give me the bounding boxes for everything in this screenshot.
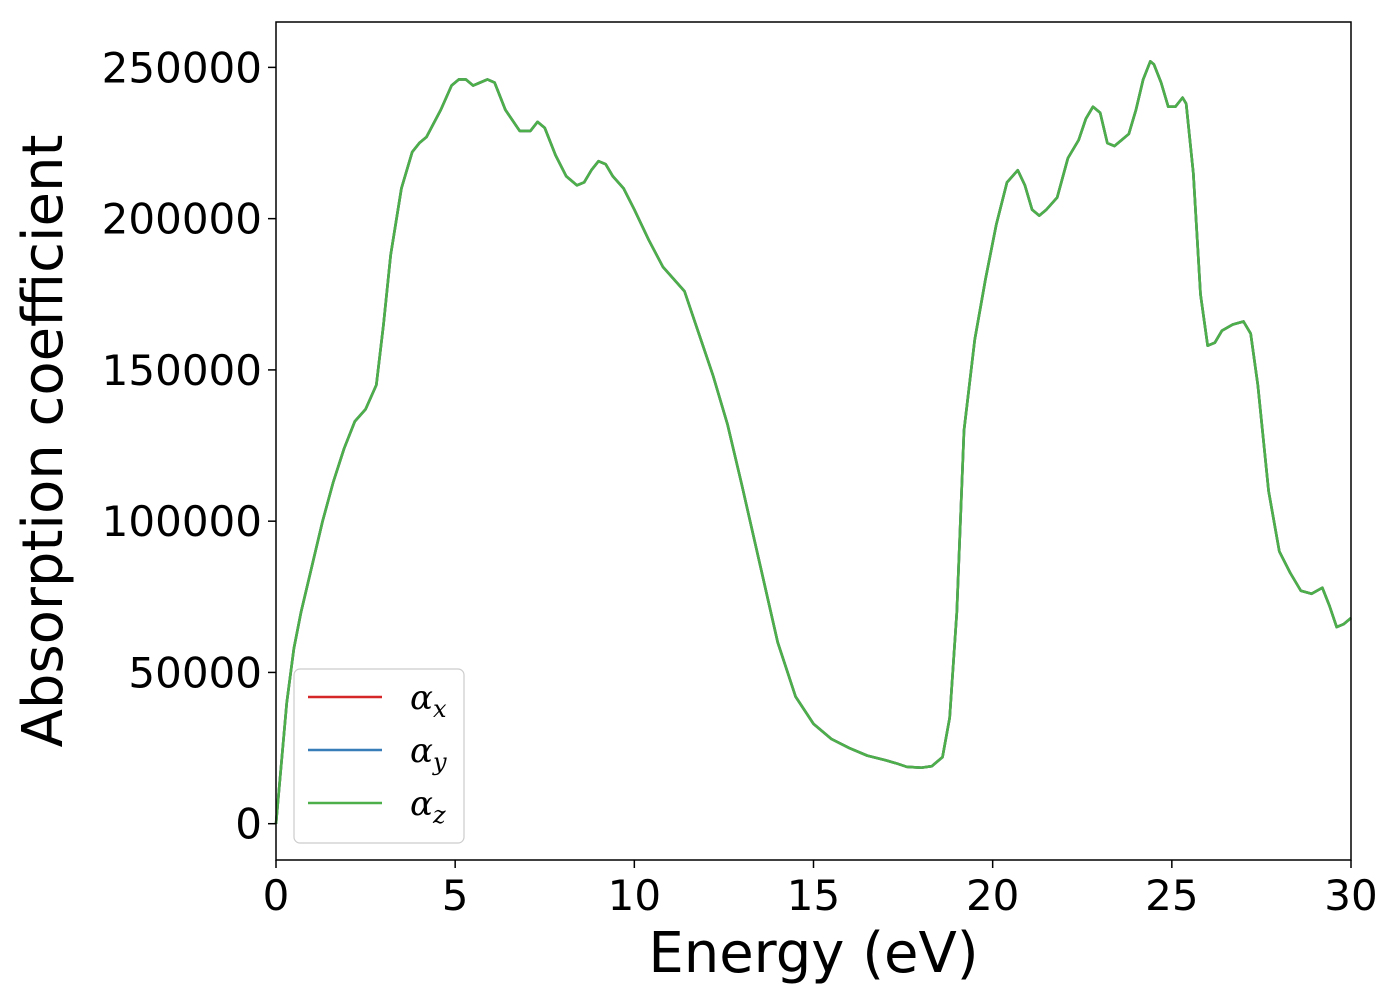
- x-axis-title: Energy (eV): [648, 921, 978, 986]
- legend-symbol: α: [410, 784, 433, 824]
- legend-symbol: α: [410, 678, 433, 718]
- legend-label-y: αy: [410, 731, 447, 776]
- x-tick-label: 30: [1324, 871, 1377, 920]
- legend-label-x: αx: [410, 678, 447, 723]
- y-tick-label: 150000: [102, 346, 262, 395]
- y-tick-label: 250000: [102, 43, 262, 92]
- legend-subscript: x: [433, 695, 447, 723]
- legend-label-z: αz: [410, 784, 446, 829]
- x-tick-label: 20: [966, 871, 1019, 920]
- y-axis-title: Absorption coefficient: [11, 135, 76, 748]
- y-tick-label: 200000: [102, 195, 262, 244]
- legend-symbol: α: [410, 731, 433, 771]
- x-axis-ticks: 0 5 10 15 20 25 30: [263, 860, 1378, 920]
- legend-box: [293, 668, 465, 844]
- x-tick-label: 25: [1145, 871, 1198, 920]
- series-line-z: [274, 60, 1352, 824]
- x-tick-label: 0: [263, 871, 290, 920]
- y-tick-label: 100000: [102, 497, 262, 546]
- legend-subscript: z: [432, 801, 446, 829]
- x-tick-label: 5: [442, 871, 469, 920]
- legend-subscript: y: [432, 748, 447, 776]
- x-tick-label: 10: [608, 871, 661, 920]
- series-layer: [274, 60, 1352, 824]
- y-tick-label: 0: [235, 800, 262, 849]
- x-tick-label: 15: [787, 871, 840, 920]
- y-axis-ticks: 0 50000 100000 150000 200000 250000: [102, 43, 276, 849]
- y-tick-label: 50000: [128, 648, 262, 697]
